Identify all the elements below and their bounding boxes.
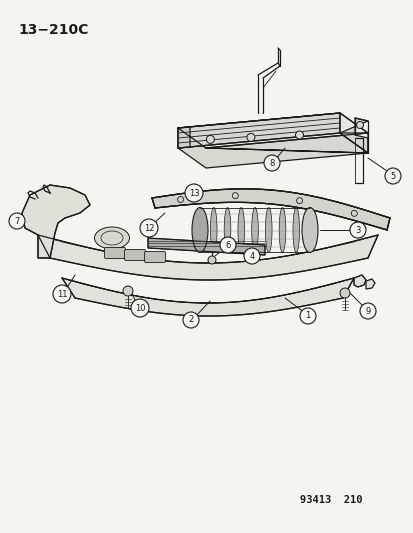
Polygon shape <box>22 185 90 258</box>
Ellipse shape <box>278 207 285 253</box>
Ellipse shape <box>224 207 230 253</box>
Text: 3: 3 <box>354 225 360 235</box>
Polygon shape <box>178 127 190 148</box>
Text: 10: 10 <box>134 303 145 312</box>
Circle shape <box>356 122 363 128</box>
Polygon shape <box>62 278 353 316</box>
Text: 6: 6 <box>225 240 230 249</box>
Circle shape <box>299 308 315 324</box>
Ellipse shape <box>192 207 207 253</box>
Ellipse shape <box>292 207 299 253</box>
Polygon shape <box>178 133 367 168</box>
FancyBboxPatch shape <box>124 249 145 261</box>
Ellipse shape <box>265 207 271 253</box>
Text: 5: 5 <box>389 172 395 181</box>
Circle shape <box>243 248 259 264</box>
Text: 12: 12 <box>143 223 154 232</box>
Circle shape <box>359 303 375 319</box>
Circle shape <box>131 299 149 317</box>
Circle shape <box>246 133 254 141</box>
Ellipse shape <box>251 207 258 253</box>
Ellipse shape <box>94 227 129 249</box>
Polygon shape <box>339 118 367 153</box>
Ellipse shape <box>196 207 203 253</box>
Text: 4: 4 <box>249 252 254 261</box>
Text: 9: 9 <box>365 306 370 316</box>
Circle shape <box>185 184 202 202</box>
Polygon shape <box>147 238 264 255</box>
Text: 13−210C: 13−210C <box>18 23 88 37</box>
Circle shape <box>295 131 303 139</box>
FancyBboxPatch shape <box>144 252 165 262</box>
Circle shape <box>232 192 238 199</box>
Text: 8: 8 <box>269 158 274 167</box>
Polygon shape <box>178 113 367 148</box>
Circle shape <box>207 256 216 264</box>
Circle shape <box>123 286 133 296</box>
Circle shape <box>206 135 214 143</box>
Circle shape <box>9 213 25 229</box>
Text: 1: 1 <box>305 311 310 320</box>
Polygon shape <box>353 275 365 287</box>
Circle shape <box>219 237 235 253</box>
Circle shape <box>351 211 356 216</box>
Ellipse shape <box>301 207 317 253</box>
Polygon shape <box>38 235 377 280</box>
Circle shape <box>177 197 183 203</box>
Text: 93413  210: 93413 210 <box>299 495 362 505</box>
Circle shape <box>183 312 199 328</box>
Ellipse shape <box>210 207 216 253</box>
Circle shape <box>140 219 158 237</box>
Circle shape <box>296 198 302 204</box>
Text: 7: 7 <box>14 216 20 225</box>
Circle shape <box>384 168 400 184</box>
Text: 11: 11 <box>57 289 67 298</box>
FancyBboxPatch shape <box>104 247 125 259</box>
Circle shape <box>339 288 349 298</box>
Circle shape <box>263 155 279 171</box>
Polygon shape <box>178 113 339 148</box>
Text: 2: 2 <box>188 316 193 325</box>
Circle shape <box>53 285 71 303</box>
Ellipse shape <box>237 207 244 253</box>
Polygon shape <box>365 279 374 289</box>
Ellipse shape <box>306 207 313 253</box>
Circle shape <box>349 222 365 238</box>
Polygon shape <box>152 189 389 230</box>
Text: 13: 13 <box>188 189 199 198</box>
